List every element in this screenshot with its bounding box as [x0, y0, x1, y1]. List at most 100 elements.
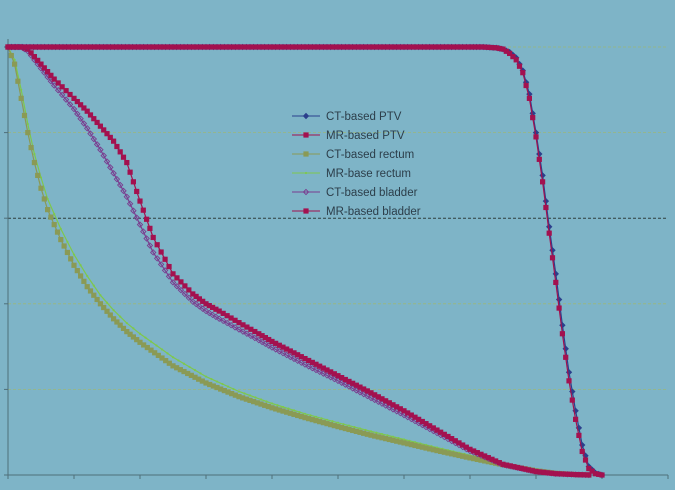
- data-point: [565, 471, 571, 477]
- data-point: [379, 435, 385, 441]
- data-point: [353, 425, 356, 429]
- data-point: [485, 455, 491, 461]
- data-point: [101, 127, 107, 133]
- data-point: [220, 310, 226, 316]
- data-point: [262, 335, 268, 341]
- data-point: [104, 308, 110, 314]
- data-point: [71, 44, 77, 50]
- data-point: [526, 90, 533, 98]
- data-point: [391, 435, 395, 438]
- data-point: [58, 91, 66, 99]
- data-point: [35, 57, 41, 63]
- data-point: [62, 96, 70, 103]
- data-point: [287, 407, 290, 410]
- data-point: [111, 44, 117, 50]
- data-point: [298, 44, 304, 50]
- data-point: [317, 419, 323, 425]
- data-point: [265, 403, 271, 410]
- data-point: [579, 472, 585, 478]
- data-point: [49, 44, 55, 50]
- data-point: [149, 249, 157, 256]
- data-point: [111, 138, 117, 144]
- data-point: [94, 119, 100, 126]
- data-point: [236, 394, 242, 400]
- data-point: [48, 72, 54, 78]
- data-point: [566, 378, 572, 384]
- data-point: [199, 372, 202, 375]
- data-point: [569, 397, 575, 403]
- data-point: [287, 353, 294, 361]
- data-point: [93, 44, 99, 50]
- data-point: [259, 333, 265, 339]
- legend-item: MR-base rectum: [292, 168, 411, 180]
- data-point: [31, 44, 37, 50]
- data-point: [28, 144, 34, 151]
- data-point: [503, 48, 509, 54]
- data-point: [401, 440, 407, 446]
- data-point: [48, 214, 54, 220]
- data-point: [126, 44, 132, 50]
- data-point: [79, 264, 82, 267]
- data-point: [401, 408, 407, 414]
- data-point: [279, 349, 287, 357]
- data-point: [298, 410, 301, 414]
- data-point: [336, 421, 340, 424]
- data-point: [254, 400, 260, 406]
- data-point: [119, 44, 125, 50]
- data-point: [235, 326, 243, 333]
- data-point: [536, 150, 543, 158]
- data-point: [185, 44, 191, 50]
- data-point: [59, 227, 62, 230]
- data-point: [173, 283, 181, 290]
- data-point: [546, 223, 553, 230]
- data-point: [586, 465, 592, 472]
- data-point: [375, 394, 381, 400]
- data-point: [438, 44, 444, 50]
- data-point: [546, 230, 552, 236]
- data-point: [456, 440, 462, 446]
- data-point: [227, 321, 235, 329]
- data-point: [247, 332, 255, 340]
- legend-swatch-marker: [302, 188, 310, 196]
- data-point: [368, 44, 374, 50]
- data-point: [408, 44, 414, 50]
- data-point: [219, 317, 227, 325]
- data-point: [66, 101, 74, 108]
- data-point: [460, 442, 466, 448]
- legend-label: MR-base rectum: [326, 168, 411, 180]
- data-point: [147, 225, 153, 231]
- data-point: [430, 425, 436, 431]
- data-point: [206, 303, 212, 309]
- data-point: [386, 434, 389, 437]
- data-point: [353, 44, 359, 50]
- legend-item: CT-based rectum: [292, 149, 414, 161]
- data-point: [302, 355, 308, 362]
- data-point: [342, 423, 345, 426]
- data-point: [280, 344, 286, 350]
- data-point: [557, 471, 563, 477]
- data-point: [394, 438, 400, 444]
- data-point: [255, 336, 263, 344]
- data-point: [251, 399, 257, 405]
- data-point: [56, 44, 62, 50]
- data-point: [368, 432, 374, 438]
- data-point: [301, 361, 309, 368]
- data-point: [361, 386, 367, 392]
- data-point: [541, 469, 547, 476]
- legend-swatch-marker: [303, 208, 309, 214]
- data-point: [214, 44, 220, 50]
- data-point: [207, 44, 213, 50]
- data-point: [41, 196, 47, 202]
- data-point: [331, 371, 337, 377]
- data-point: [226, 385, 230, 388]
- data-point: [181, 290, 189, 298]
- data-point: [8, 52, 14, 59]
- data-point: [383, 44, 389, 50]
- legend-label: MR-based PTV: [326, 130, 405, 142]
- data-point: [166, 352, 169, 355]
- data-point: [276, 44, 282, 50]
- data-point: [449, 436, 455, 442]
- data-point: [82, 44, 88, 50]
- data-point: [397, 44, 403, 50]
